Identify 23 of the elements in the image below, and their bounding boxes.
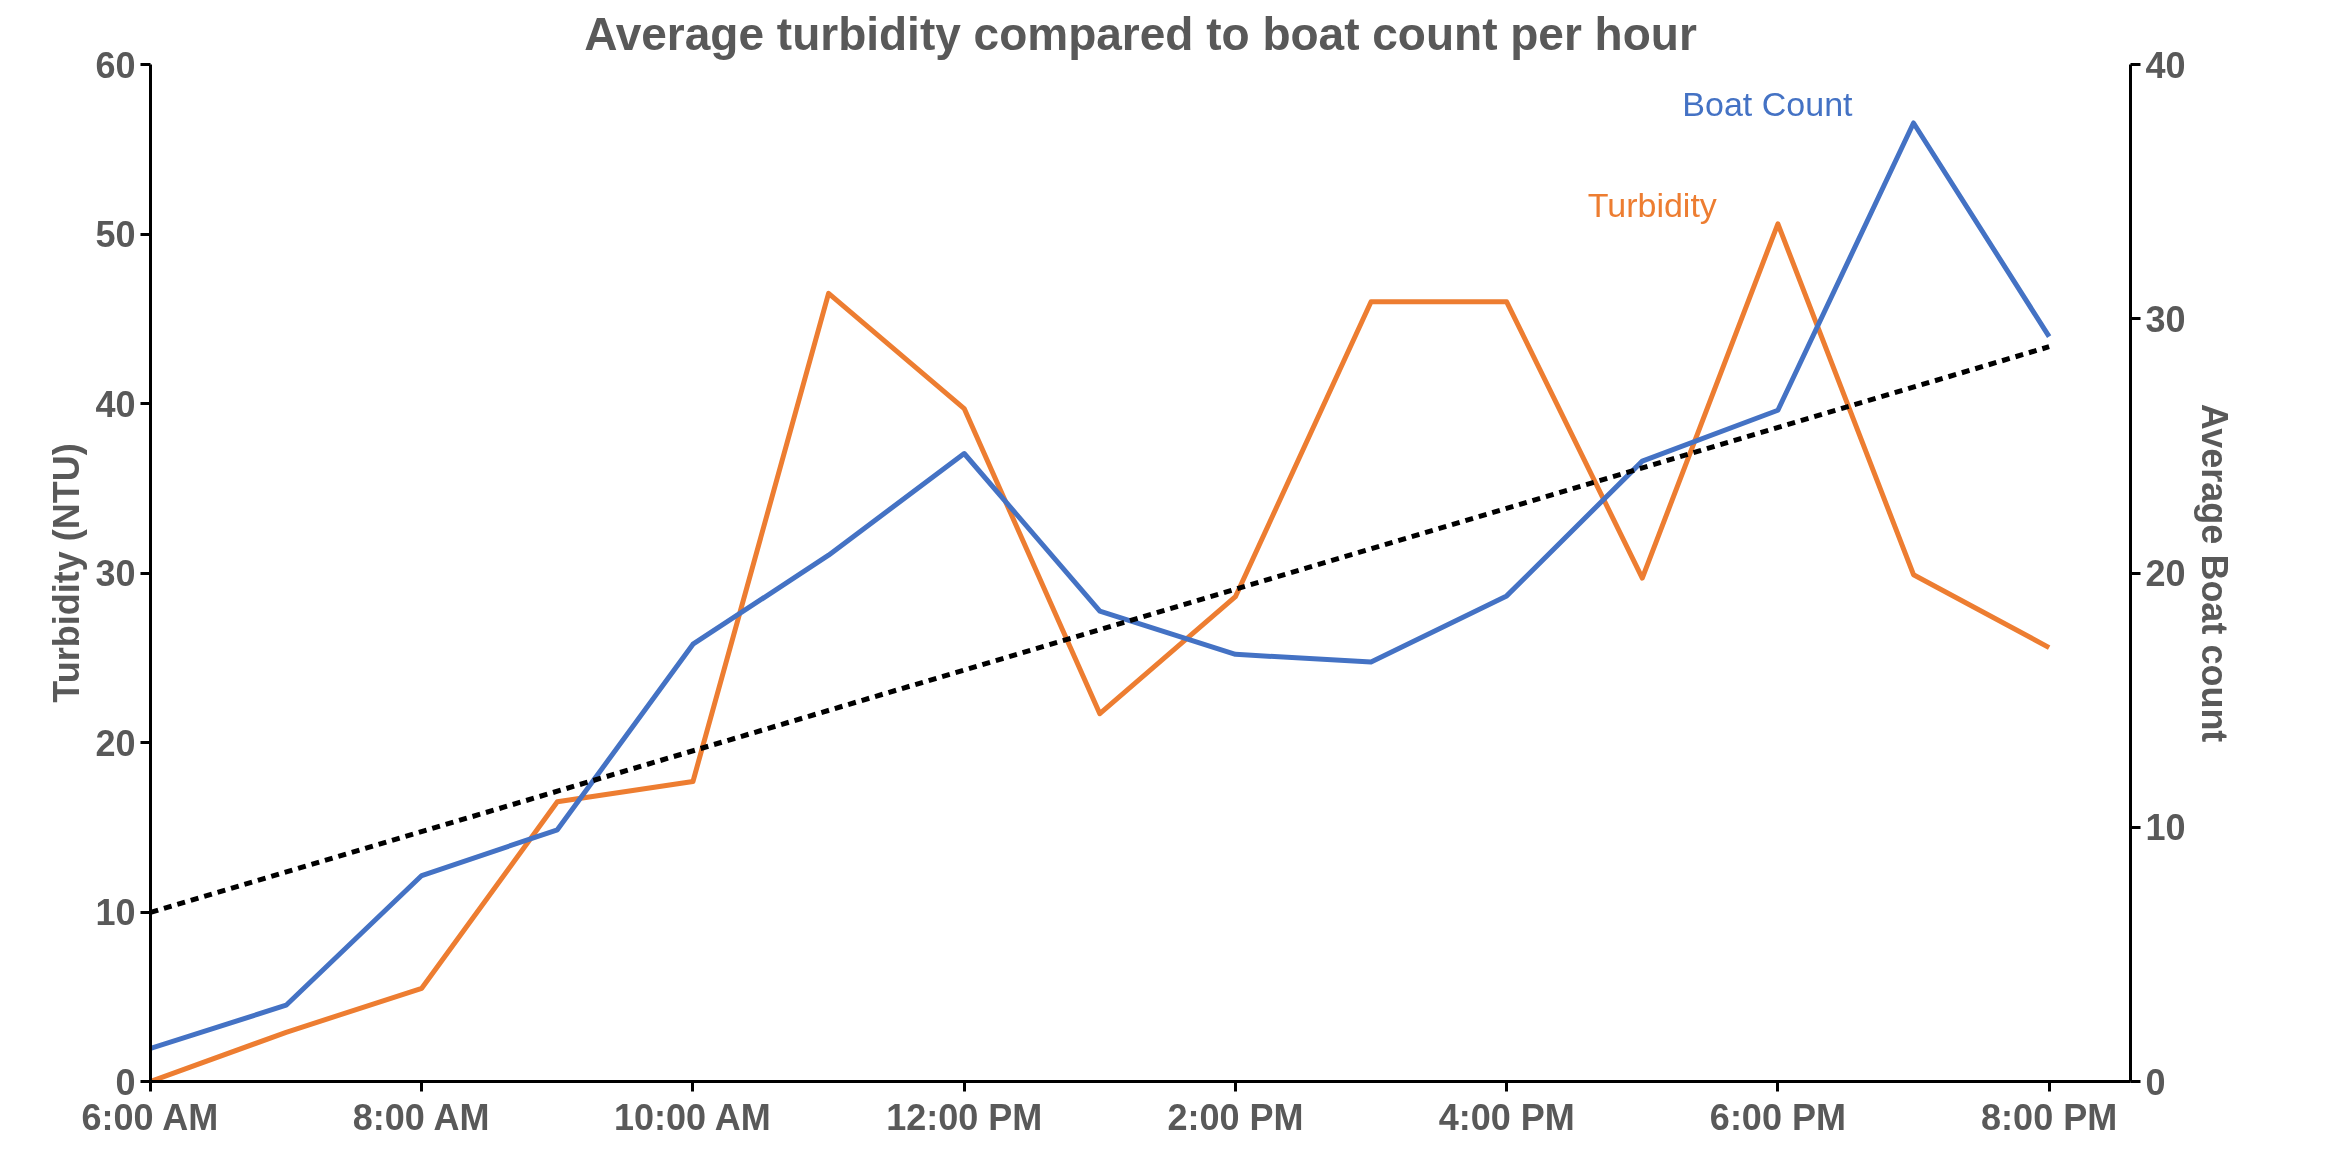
y2-tick-label: 40 <box>2145 44 2186 86</box>
series-label: Boat Count <box>1682 84 1854 123</box>
x-tick-label: 6:00 PM <box>1709 1096 1846 1138</box>
y-tick-label: 60 <box>95 44 136 86</box>
series-label: Turbidity <box>1587 185 1717 224</box>
x-tick-label: 8:00 AM <box>352 1096 490 1138</box>
x-tick-label: 2:00 PM <box>1167 1096 1304 1138</box>
chart-title: Average turbidity compared to boat count per hour <box>584 7 1697 60</box>
y-tick-label: 30 <box>95 553 136 594</box>
y2-axis-title: Average Boat count <box>2193 403 2235 743</box>
y-tick-label: 50 <box>95 214 136 255</box>
y2-tick-label: 10 <box>2145 807 2186 849</box>
y2-tick-label: 20 <box>2145 553 2186 594</box>
x-tick-label: 4:00 PM <box>1438 1096 1575 1138</box>
y-tick-label: 20 <box>95 722 136 764</box>
y2-tick-label: 30 <box>2145 298 2186 340</box>
y-tick-label: 10 <box>95 892 136 933</box>
x-tick-label: 8:00 PM <box>1981 1096 2118 1138</box>
y-axis-title: Turbidity (NTU) <box>46 443 88 703</box>
y2-tick-label: 0 <box>2145 1061 2166 1103</box>
x-tick-label: 10:00 AM <box>613 1096 771 1138</box>
y-tick-label: 40 <box>95 383 136 425</box>
x-tick-label: 12:00 PM <box>886 1096 1043 1138</box>
